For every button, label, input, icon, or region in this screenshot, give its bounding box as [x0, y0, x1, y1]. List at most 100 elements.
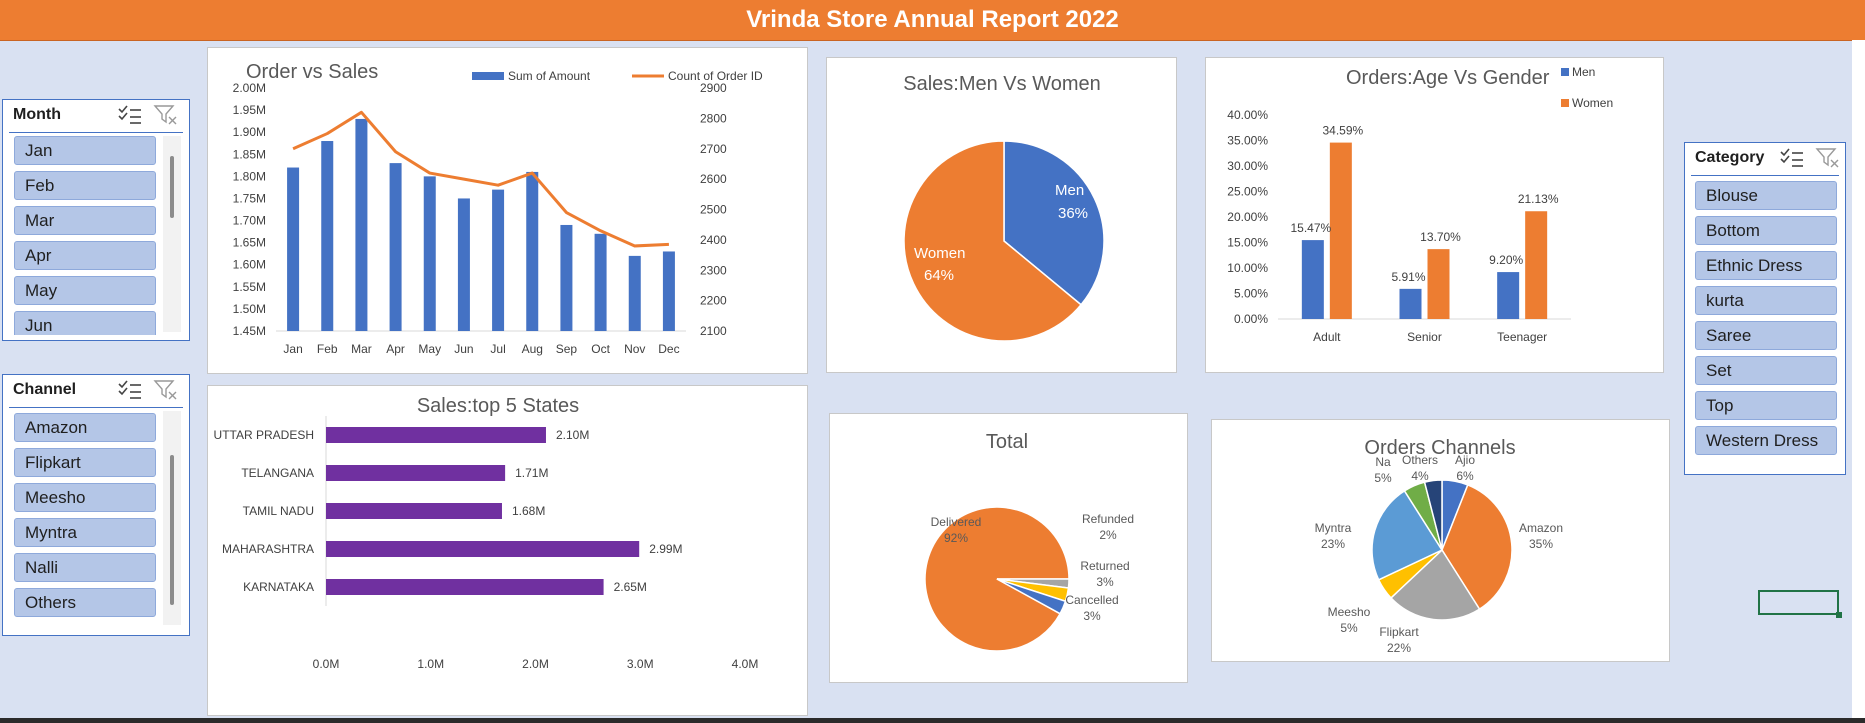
y-right-tick-label: 2900 — [700, 81, 727, 95]
top-states-panel: Sales:top 5 States UTTAR PRADESH 2.10M TELA… — [207, 385, 808, 716]
orders-channels-panel: Orders Channels Ajio 6% Amazon 35% Flipkart 22… — [1211, 419, 1670, 662]
x-tick-label: Oct — [591, 342, 610, 356]
slice-label-flipkart: Flipkart — [1379, 625, 1419, 639]
slice-label-myntra: Myntra — [1315, 521, 1352, 535]
slicer-item-apr[interactable]: Apr — [14, 241, 156, 270]
data-label-women: 34.59% — [1322, 124, 1363, 138]
bar-sales-may — [423, 176, 436, 331]
sales-men-women-chart: Sales:Men Vs Women Women 64% Men 36% — [903, 73, 1105, 342]
x-tick-label: May — [418, 342, 441, 356]
pie-slice-women — [903, 140, 1083, 342]
bar-sales-oct — [594, 233, 607, 331]
category-slicer[interactable]: Category Blouse Bottom Ethnic Dress kurta Sa… — [1684, 142, 1846, 475]
slicer-item-myntra[interactable]: Myntra — [14, 518, 156, 547]
category-slicer-title: Category — [1695, 149, 1765, 166]
channel-slicer-scrollbar[interactable] — [163, 411, 181, 625]
y-tick-label: 5.00% — [1234, 287, 1268, 301]
y-tick-label: KARNATAKA — [243, 580, 314, 594]
slicer-item-kurta[interactable]: kurta — [1695, 286, 1837, 315]
slicer-item-meesho[interactable]: Meesho — [14, 483, 156, 512]
slicer-item-amazon[interactable]: Amazon — [14, 413, 156, 442]
y-right-tick-label: 2400 — [700, 233, 727, 247]
x-tick-label: Jun — [454, 342, 473, 356]
slicer-item-western-dress[interactable]: Western Dress — [1695, 426, 1837, 455]
legend-label-men: Men — [1572, 65, 1595, 79]
month-slicer-scroll-thumb[interactable] — [170, 156, 174, 218]
slice-label-amazon: Amazon — [1519, 521, 1563, 535]
slice-pct-flipkart: 22% — [1387, 641, 1411, 655]
y-tick-label: MAHARASHTRA — [222, 542, 314, 556]
slicer-item-feb[interactable]: Feb — [14, 171, 156, 200]
multi-select-icon[interactable] — [1779, 147, 1805, 169]
x-tick-label: 1.0M — [417, 657, 444, 671]
x-tick-label: 4.0M — [732, 657, 759, 671]
slicer-item-others[interactable]: Others — [14, 588, 156, 617]
slicer-item-saree[interactable]: Saree — [1695, 321, 1837, 350]
legend-label-women: Women — [1572, 96, 1613, 110]
slice-label-ajio: Ajio — [1455, 453, 1475, 467]
data-label: 2.99M — [649, 542, 682, 556]
slicer-divider — [9, 132, 183, 133]
slicer-item-jun[interactable]: Jun — [14, 311, 156, 335]
slice-pct-meesho: 5% — [1340, 621, 1358, 635]
x-tick-label: Jan — [283, 342, 302, 356]
y-right-tick-label: 2500 — [700, 203, 727, 217]
bar-telangana — [326, 465, 506, 481]
data-label-women: 21.13% — [1518, 192, 1559, 206]
legend-label-amount: Sum of Amount — [508, 69, 591, 83]
legend-swatch-men — [1561, 68, 1569, 76]
x-tick-label: 2.0M — [522, 657, 549, 671]
age-gender-panel: Orders:Age Vs Gender Men Women 0.00% 5.00% 10… — [1205, 57, 1664, 373]
multi-select-icon[interactable] — [117, 104, 143, 126]
slicer-item-top[interactable]: Top — [1695, 391, 1837, 420]
x-tick-label: Adult — [1313, 330, 1341, 344]
bar-sales-dec — [662, 251, 675, 331]
month-slicer[interactable]: Month Jan Feb Mar Apr May Jun — [2, 99, 190, 341]
fill-handle[interactable] — [1836, 612, 1842, 618]
channel-slicer-scroll-thumb[interactable] — [170, 455, 174, 605]
pie-slice-men — [1003, 140, 1105, 306]
report-title: Vrinda Store Annual Report 2022 — [746, 6, 1119, 33]
clear-filter-icon[interactable] — [153, 379, 179, 401]
slice-pct-amazon: 35% — [1529, 537, 1553, 551]
y-left-tick-label: 1.50M — [233, 302, 266, 316]
pie-slice-others — [1423, 479, 1443, 551]
bar-sales-jan — [287, 167, 300, 331]
slicer-item-nalli[interactable]: Nalli — [14, 553, 156, 582]
slice-label-cancelled: Cancelled — [1065, 593, 1118, 607]
multi-select-icon[interactable] — [117, 379, 143, 401]
pie-slice-cancelled — [996, 578, 1067, 615]
bar-women-senior — [1427, 249, 1450, 319]
slicer-divider — [9, 407, 183, 408]
data-label-men: 15.47% — [1290, 221, 1331, 235]
x-tick-label: Aug — [522, 342, 543, 356]
month-slicer-scrollbar[interactable] — [163, 136, 181, 332]
slicer-item-bottom[interactable]: Bottom — [1695, 216, 1837, 245]
bar-sales-mar — [355, 118, 368, 331]
slice-pct-myntra: 23% — [1321, 537, 1345, 551]
y-right-tick-label: 2800 — [700, 111, 727, 125]
order-status-chart: Total Delivered 92% Refunded 2% Returned 3% Can… — [924, 431, 1134, 652]
y-tick-label: 40.00% — [1227, 108, 1268, 122]
selected-cell[interactable] — [1758, 590, 1839, 615]
slicer-item-ethnic-dress[interactable]: Ethnic Dress — [1695, 251, 1837, 280]
slice-pct-women: 64% — [924, 267, 954, 284]
x-tick-label: Dec — [658, 342, 679, 356]
y-right-tick-label: 2100 — [700, 324, 727, 338]
slicer-item-jan[interactable]: Jan — [14, 136, 156, 165]
slicer-item-may[interactable]: May — [14, 276, 156, 305]
clear-filter-icon[interactable] — [153, 104, 179, 126]
slicer-item-flipkart[interactable]: Flipkart — [14, 448, 156, 477]
y-tick-label: 15.00% — [1227, 236, 1268, 250]
bar-sales-sep — [560, 224, 573, 331]
slicer-item-mar[interactable]: Mar — [14, 206, 156, 235]
channel-slicer[interactable]: Channel Amazon Flipkart Meesho Myntra Nalli O… — [2, 374, 190, 636]
report-banner: Vrinda Store Annual Report 2022 — [0, 0, 1865, 41]
slicer-item-blouse[interactable]: Blouse — [1695, 181, 1837, 210]
chart-title: Sales:top 5 States — [417, 395, 579, 417]
clear-filter-icon[interactable] — [1815, 147, 1841, 169]
y-right-tick-label: 2600 — [700, 172, 727, 186]
slicer-item-set[interactable]: Set — [1695, 356, 1837, 385]
y-left-tick-label: 2.00M — [233, 81, 266, 95]
